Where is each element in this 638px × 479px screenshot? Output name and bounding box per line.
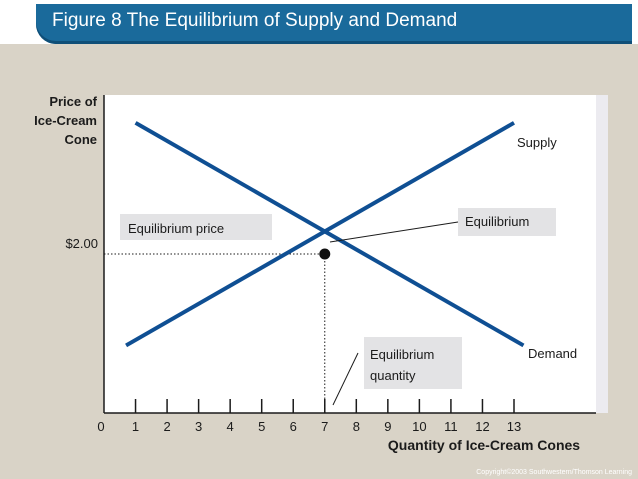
y-axis-label-line-1: Price of (49, 94, 97, 109)
demand-curve (134, 121, 525, 348)
equilibrium-label: Equilibrium (465, 214, 529, 229)
title-banner (36, 4, 632, 44)
x-tick-label: 6 (290, 419, 297, 434)
x-tick-labels: 0 1 2 3 4 5 6 7 8 9 10 11 12 13 (97, 419, 521, 434)
figure-title: Figure 8 The Equilibrium of Supply and D… (52, 10, 458, 31)
x-tick-label: 7 (321, 419, 328, 434)
x-tick-label: 2 (163, 419, 170, 434)
equilibrium-pointer (329, 221, 459, 243)
supply-label: Supply (517, 135, 557, 150)
plot-shadow (596, 95, 608, 413)
y-axis-label-line-3: Cone (65, 132, 98, 147)
equilibrium-quantity-box (364, 337, 462, 389)
y-axis-label-line-2: Ice-Cream (34, 113, 97, 128)
x-tick-label: 4 (227, 419, 234, 434)
x-tick-label: 3 (195, 419, 202, 434)
y-tick-label-price: $2.00 (65, 236, 98, 251)
equilibrium-quantity-pointer (332, 352, 359, 406)
copyright-notice: Copyright©2003 Southwestern/Thomson Lear… (476, 469, 632, 476)
equilibrium-box (458, 208, 556, 236)
x-tick-label: 9 (384, 419, 391, 434)
x-tick-label: 12 (475, 419, 489, 434)
x-tick-label: 1 (132, 419, 139, 434)
equilibrium-point (319, 248, 331, 260)
equilibrium-quantity-label-line-2: quantity (370, 368, 416, 383)
x-ticks (134, 399, 515, 413)
x-tick-label: 13 (507, 419, 521, 434)
x-tick-label: 5 (258, 419, 265, 434)
x-tick-label: 11 (444, 419, 458, 434)
supply-curve (125, 121, 515, 348)
x-tick-label: 8 (353, 419, 360, 434)
equilibrium-price-label: Equilibrium price (128, 221, 224, 236)
equilibrium-price-box (120, 214, 272, 240)
demand-label: Demand (528, 346, 577, 361)
equilibrium-quantity-label-line-1: Equilibrium (370, 347, 434, 362)
x-tick-label: 10 (412, 419, 426, 434)
title-bar: Figure 8 The Equilibrium of Supply and D… (0, 0, 638, 44)
x-tick-label: 0 (97, 419, 104, 434)
x-axis-label: Quantity of Ice-Cream Cones (388, 437, 580, 453)
